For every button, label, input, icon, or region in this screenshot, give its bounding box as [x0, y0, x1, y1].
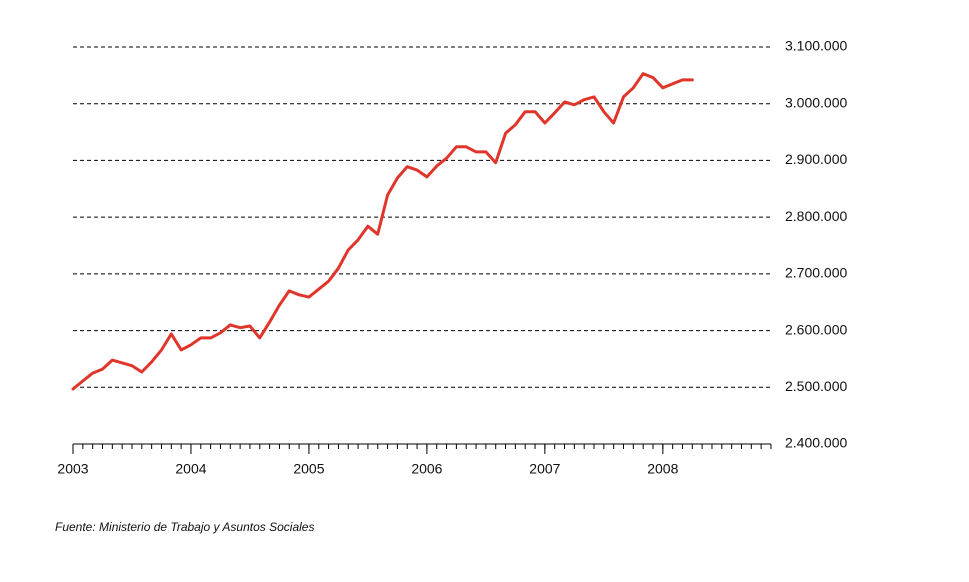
x-tick-label: 2008: [647, 461, 678, 477]
y-tick-label: 2.700.000: [785, 265, 847, 281]
y-tick-label: 2.500.000: [785, 378, 847, 394]
y-tick-label: 3.000.000: [785, 94, 847, 110]
y-tick-label: 2.800.000: [785, 208, 847, 224]
y-tick-label: 2.600.000: [785, 321, 847, 337]
y-tick-label: 2.900.000: [785, 151, 847, 167]
x-tick-label: 2006: [411, 461, 442, 477]
y-tick-label: 3.100.000: [785, 38, 847, 54]
source-note: Fuente: Ministerio de Trabajo y Asuntos …: [55, 520, 314, 534]
x-tick-label: 2004: [175, 461, 206, 477]
y-tick-label: 2.400.000: [785, 435, 847, 451]
x-tick-label: 2005: [293, 461, 324, 477]
data-line: [71, 72, 694, 391]
x-tick-label: 2003: [57, 461, 88, 477]
x-tick-label: 2007: [529, 461, 560, 477]
